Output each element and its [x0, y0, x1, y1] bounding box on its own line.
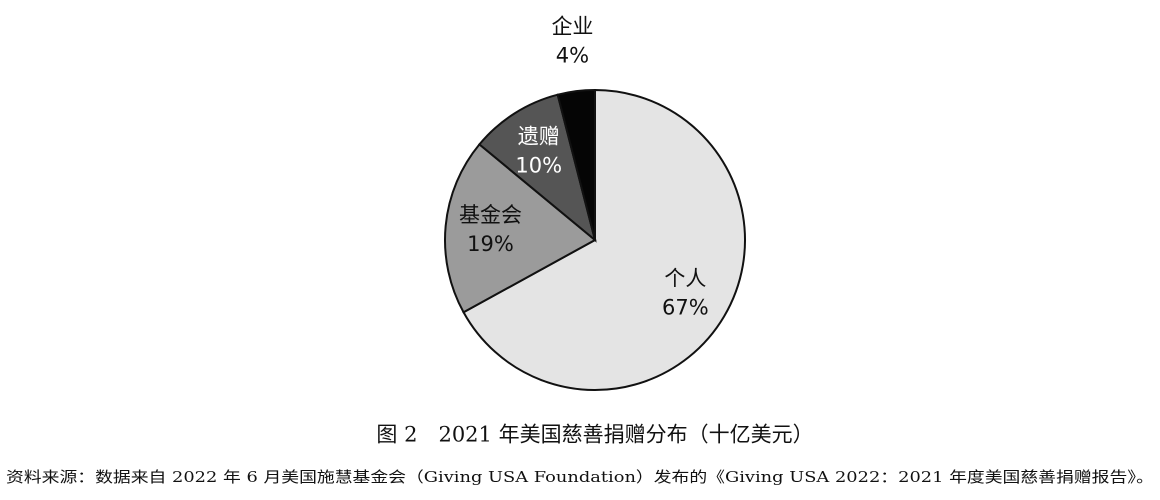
value-label: 10% — [515, 153, 562, 177]
value-label: 4% — [556, 43, 589, 67]
value-label: 67% — [662, 295, 709, 319]
value-label: 19% — [467, 232, 514, 256]
pie-slice — [556, 88, 596, 241]
pie-slice — [462, 88, 746, 391]
source-note: 资料来源：数据来自 2022 年 6 月美国施慧基金会（Giving USA F… — [6, 468, 1154, 486]
pie-slice — [444, 142, 597, 314]
chart-title: 图 2 2021 年美国慈善捐赠分布（十亿美元） — [376, 423, 813, 447]
slice-label: 个人 — [664, 266, 706, 290]
slice-label: 企业 — [551, 14, 593, 38]
slice-label: 遗赠 — [518, 124, 560, 148]
slice-label: 基金会 — [459, 203, 522, 227]
